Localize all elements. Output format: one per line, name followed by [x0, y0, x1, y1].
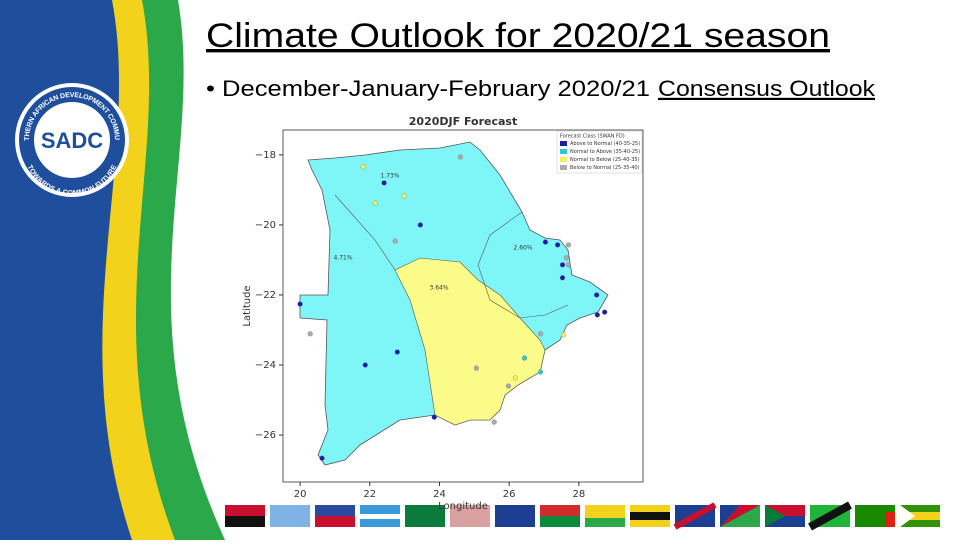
station-point: [360, 164, 366, 170]
station-point: [560, 332, 567, 338]
legend-label: Normal to Above (35-40-25): [570, 149, 640, 155]
x-axis-label: Longitude: [438, 501, 488, 512]
y-tick-label: −18: [255, 150, 276, 161]
x-tick-label: 28: [573, 489, 586, 500]
station-point: [401, 193, 407, 199]
bullet-text: • December-January-February 2020/21: [206, 76, 650, 101]
y-tick-label: −20: [255, 220, 276, 231]
legend-label: Above to Normal (40-35-25): [570, 141, 640, 147]
station-point: [594, 312, 600, 318]
station-point: [392, 238, 398, 244]
x-tick-label: 22: [363, 489, 376, 500]
legend-title: Forecast Class (SWAN FD): [560, 134, 625, 140]
y-tick-label: −24: [255, 360, 276, 371]
flags: [225, 501, 940, 531]
region-percent: 3.64%: [429, 285, 448, 292]
station-point: [594, 292, 600, 298]
y-tick-label: −26: [255, 430, 276, 441]
station-point: [521, 355, 528, 361]
legend-swatch: [560, 149, 567, 154]
station-point: [297, 301, 303, 307]
station-point: [542, 239, 548, 245]
slide-title: Climate Outlook for 2020/21 season: [206, 17, 830, 55]
station-point: [537, 331, 544, 337]
station-point: [319, 455, 325, 461]
region-boundary: [477, 211, 569, 319]
station-point: [537, 369, 544, 375]
station-point: [565, 262, 571, 268]
station-point: [307, 331, 313, 337]
x-tick-label: 26: [503, 489, 516, 500]
station-point: [563, 255, 569, 261]
bullet-link[interactable]: Consensus Outlook: [658, 76, 876, 101]
station-point: [559, 275, 566, 281]
x-tick-label: 20: [294, 489, 307, 500]
station-point: [417, 222, 423, 228]
station-point: [362, 362, 368, 368]
station-point: [559, 262, 566, 268]
x-tick-label: 24: [433, 489, 446, 500]
legend-label: Below to Normal (25-35-40): [570, 165, 640, 171]
chart-title: 2020DJF Forecast: [409, 115, 517, 128]
station-point: [565, 242, 571, 248]
legend-swatch: [560, 141, 567, 146]
station-point: [512, 375, 518, 381]
station-point: [381, 180, 387, 186]
legend-box: [556, 130, 643, 174]
y-axis-label: Latitude: [242, 285, 253, 326]
legend-swatch: [560, 157, 567, 162]
station-point: [372, 200, 378, 206]
station-point: [505, 383, 512, 389]
station-point: [394, 349, 400, 355]
station-point: [457, 154, 463, 160]
station-point: [431, 414, 437, 420]
station-point: [491, 419, 497, 425]
region-percent: 4.71%: [333, 255, 352, 262]
region-percent: 2.60%: [513, 245, 532, 252]
station-point: [555, 242, 561, 248]
logo-name: SADC: [41, 128, 103, 153]
chart: [282, 129, 644, 483]
station-point: [473, 365, 479, 371]
region-boundary: [334, 194, 396, 271]
station-point: [602, 309, 608, 315]
legend-label: Normal to Below (25-40-35): [570, 157, 640, 163]
region-percent: 1.73%: [380, 173, 399, 180]
y-tick-label: −22: [255, 290, 276, 301]
legend-swatch: [560, 165, 567, 170]
